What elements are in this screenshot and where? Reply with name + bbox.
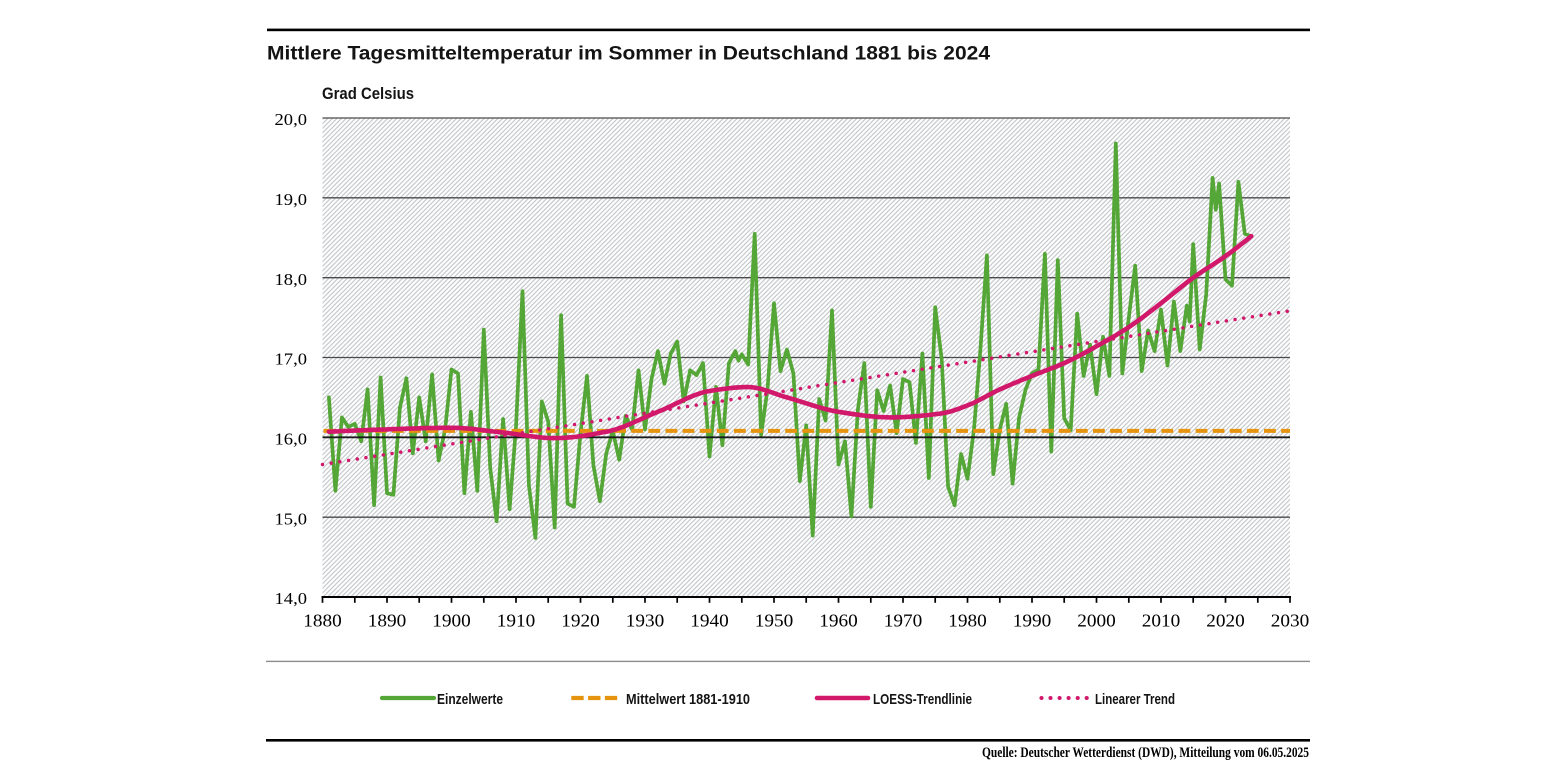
svg-text:Mittelwert 1881-1910: Mittelwert 1881-1910: [626, 691, 750, 708]
svg-text:1960: 1960: [819, 611, 858, 631]
svg-text:15,0: 15,0: [275, 509, 308, 528]
svg-text:2020: 2020: [1206, 611, 1245, 631]
svg-text:1930: 1930: [626, 611, 665, 631]
svg-text:19,0: 19,0: [275, 190, 308, 209]
svg-text:2010: 2010: [1142, 611, 1181, 631]
svg-text:1950: 1950: [755, 611, 794, 631]
svg-text:1940: 1940: [690, 611, 729, 631]
svg-text:16,0: 16,0: [275, 430, 308, 449]
svg-text:Linearer Trend: Linearer Trend: [1095, 691, 1175, 708]
svg-text:1990: 1990: [1013, 611, 1052, 631]
svg-text:1900: 1900: [432, 611, 471, 631]
svg-text:1980: 1980: [948, 611, 987, 631]
svg-text:Einzelwerte: Einzelwerte: [437, 691, 503, 708]
svg-text:17,0: 17,0: [275, 350, 308, 369]
svg-text:14,0: 14,0: [275, 589, 308, 608]
svg-text:1890: 1890: [368, 611, 407, 631]
svg-text:18,0: 18,0: [275, 270, 308, 289]
svg-text:LOESS-Trendlinie: LOESS-Trendlinie: [873, 691, 972, 708]
svg-text:Mittlere Tagesmitteltemperatur: Mittlere Tagesmitteltemperatur im Sommer…: [267, 42, 990, 64]
svg-text:20,0: 20,0: [275, 110, 308, 129]
svg-text:1970: 1970: [884, 611, 923, 631]
svg-text:2000: 2000: [1077, 611, 1116, 631]
svg-text:1920: 1920: [561, 611, 600, 631]
svg-text:Quelle: Deutscher Wetterdienst: Quelle: Deutscher Wetterdienst (DWD), Mi…: [982, 745, 1309, 761]
svg-text:Grad Celsius: Grad Celsius: [322, 85, 414, 103]
svg-text:1910: 1910: [497, 611, 536, 631]
svg-text:2030: 2030: [1271, 611, 1310, 631]
svg-text:1880: 1880: [303, 611, 342, 631]
